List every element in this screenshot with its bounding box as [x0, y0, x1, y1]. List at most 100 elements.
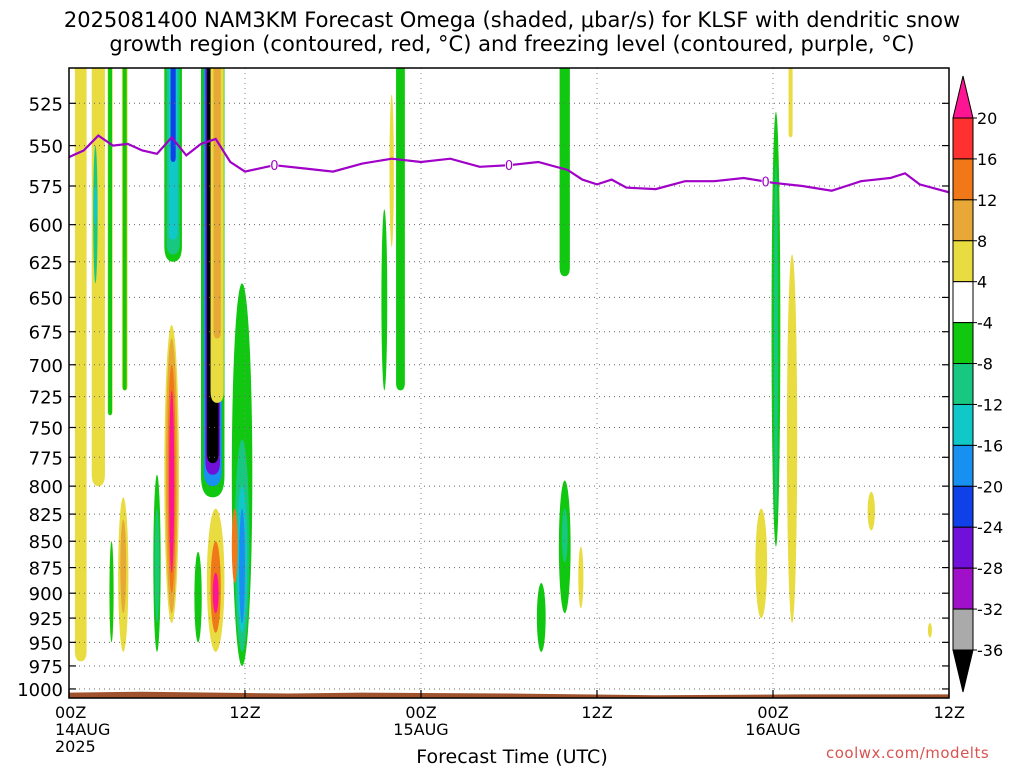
omega-region — [122, 68, 127, 391]
omega-region — [170, 68, 176, 162]
y-tick-label: 1000 — [17, 680, 63, 701]
omega-region — [108, 68, 113, 416]
plot-frame — [68, 67, 950, 699]
colorbar-segment — [952, 322, 974, 365]
colorbar-segment — [952, 444, 974, 487]
omega-region — [93, 185, 98, 225]
colorbar-segment — [952, 403, 974, 446]
colorbar-segment — [952, 526, 974, 569]
x-tick-date-label: 14AUG — [55, 720, 110, 739]
omega-region — [786, 254, 798, 623]
x-tick-label: 12Z — [934, 703, 965, 722]
omega-region — [927, 622, 932, 638]
y-tick-label: 525 — [29, 94, 63, 115]
x-tick-label: 00Z — [55, 703, 86, 722]
axes: 525 550 575 600 625 650 675 700 725 750 775 800 825 8… — [17, 67, 965, 756]
x-tick-label: 00Z — [405, 703, 436, 722]
omega-region — [154, 508, 160, 623]
freezing-label-bg — [270, 159, 279, 172]
colorbar-label: -20 — [977, 477, 1003, 496]
colorbar-label: -12 — [977, 395, 1003, 414]
y-tick-label: 675 — [29, 323, 63, 344]
colorbar-label: -16 — [977, 436, 1003, 455]
omega-region — [396, 68, 405, 391]
colorbar-label: 16 — [977, 150, 997, 169]
colorbar-segment — [952, 567, 974, 610]
credit-link[interactable]: coolwx.com/modelts — [826, 744, 990, 762]
colorbar-label: -32 — [977, 600, 1003, 619]
y-tick-label: 625 — [29, 253, 63, 274]
colorbar-segment — [952, 281, 974, 324]
colorbar-segment — [952, 158, 974, 201]
omega-region — [536, 583, 546, 652]
x-axis-label: Forecast Time (UTC) — [416, 746, 608, 768]
colorbar-label: 20 — [977, 109, 997, 128]
omega-region — [755, 508, 768, 619]
colorbar-label: -8 — [977, 355, 993, 374]
colorbar-label: 4 — [977, 273, 987, 292]
omega-region — [561, 508, 568, 563]
grid-lines — [69, 68, 949, 698]
ground-surface — [69, 691, 949, 698]
y-tick-label: 550 — [29, 137, 63, 158]
y-tick-label: 800 — [29, 477, 63, 498]
freezing-level-label: 0 — [270, 159, 278, 174]
y-tick-label: 600 — [29, 216, 63, 237]
y-tick-label: 825 — [29, 505, 63, 526]
omega-region — [788, 68, 793, 138]
omega-region — [559, 68, 570, 277]
colorbar-segment — [952, 240, 974, 283]
x-tick-label: 00Z — [757, 703, 788, 722]
freezing-level-label: 0 — [762, 176, 770, 191]
chart-title-line2: growth region (contoured, red, °C) and f… — [109, 32, 915, 56]
y-tick-label: 900 — [29, 584, 63, 605]
y-tick-label: 925 — [29, 609, 63, 630]
chart-title-line1: 2025081400 NAM3KM Forecast Omega (shaded… — [63, 8, 961, 32]
omega-region — [194, 551, 202, 643]
omega-region — [212, 572, 219, 614]
colorbar-label: -36 — [977, 641, 1003, 660]
omega-region — [239, 508, 245, 623]
omega-region — [389, 94, 394, 248]
y-tick-label: 775 — [29, 448, 63, 469]
colorbar-segment — [952, 363, 974, 405]
colorbar: 20 16 12 8 4 -4 -8 -12 -16 -20 -24 -28 -32 -36 — [952, 75, 1003, 693]
y-tick-label: 875 — [29, 559, 63, 580]
y-tick-label: 700 — [29, 356, 63, 377]
y-tick-label: 575 — [29, 177, 63, 198]
colorbar-bottom-arrow — [952, 649, 974, 693]
y-tick-label: 850 — [29, 532, 63, 553]
x-tick-date-label: 16AUG — [745, 720, 800, 739]
y-tick-label: 975 — [29, 657, 63, 678]
colorbar-label: -28 — [977, 559, 1003, 578]
colorbar-top-arrow — [952, 75, 974, 119]
ground-fill — [69, 691, 949, 698]
freezing-label-bg — [505, 159, 513, 172]
freezing-level-line — [69, 134, 949, 194]
x-tick-label: 12Z — [581, 703, 612, 722]
omega-region — [120, 519, 127, 614]
omega-region — [109, 541, 114, 643]
omega-region — [773, 161, 778, 520]
colorbar-label: -24 — [977, 518, 1003, 537]
y-tick-label: 950 — [29, 633, 63, 654]
omega-region — [74, 68, 87, 662]
x-tick-label: 12Z — [229, 703, 260, 722]
omega-region — [578, 546, 584, 609]
colorbar-label: 8 — [977, 232, 987, 251]
x-tick-date-label: 15AUG — [393, 720, 448, 739]
colorbar-segment — [952, 608, 974, 651]
x-tick-year-label: 2025 — [55, 737, 96, 756]
freezing-level-label: 0 — [505, 159, 513, 174]
omega-region — [231, 508, 238, 584]
colorbar-label: -4 — [977, 314, 993, 333]
y-tick-label: 650 — [29, 288, 63, 309]
freezing-level-contour: 0 0 0 — [69, 134, 949, 194]
omega-region — [169, 390, 175, 573]
y-tick-label: 750 — [29, 418, 63, 439]
colorbar-label: 12 — [977, 191, 997, 210]
omega-region — [91, 68, 105, 487]
omega-region — [867, 491, 875, 531]
colorbar-segment — [952, 117, 974, 160]
